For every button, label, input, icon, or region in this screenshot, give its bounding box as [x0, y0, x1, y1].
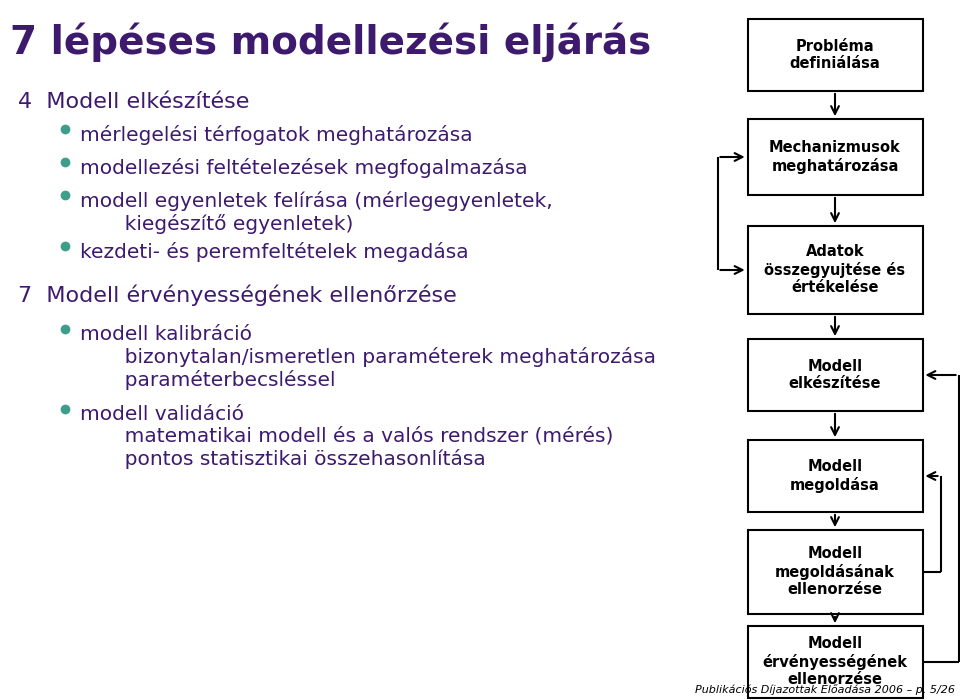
FancyBboxPatch shape	[748, 440, 923, 512]
Text: Mechanizmusok
meghatározása: Mechanizmusok meghatározása	[769, 140, 900, 174]
FancyBboxPatch shape	[748, 530, 923, 614]
Text: 7 lépéses modellezési eljárás: 7 lépéses modellezési eljárás	[10, 22, 651, 62]
FancyBboxPatch shape	[748, 339, 923, 411]
Text: Publikációs Díjazottak Előadása 2006 – p. 5/26: Publikációs Díjazottak Előadása 2006 – p…	[695, 684, 955, 695]
Text: kezdeti- és peremfeltételek megadása: kezdeti- és peremfeltételek megadása	[80, 242, 468, 262]
Text: Modell
megoldása: Modell megoldása	[790, 459, 880, 493]
Text: Modell
elkészítése: Modell elkészítése	[789, 359, 881, 391]
Text: 7  Modell érvényességének ellenőrzése: 7 Modell érvényességének ellenőrzése	[18, 285, 457, 307]
Text: modell validáció
       matematikai modell és a valós rendszer (mérés)
       po: modell validáció matematikai modell és a…	[80, 405, 613, 469]
Text: modellezési feltételezések megfogalmazása: modellezési feltételezések megfogalmazás…	[80, 158, 528, 178]
Text: mérlegelési térfogatok meghatározása: mérlegelési térfogatok meghatározása	[80, 125, 472, 145]
Text: Adatok
összegyujtése és
értékelése: Adatok összegyujtése és értékelése	[764, 244, 905, 295]
FancyBboxPatch shape	[748, 119, 923, 195]
FancyBboxPatch shape	[748, 626, 923, 698]
FancyBboxPatch shape	[748, 19, 923, 91]
Text: modell egyenletek felírása (mérlegegyenletek,
       kiegészítő egyenletek): modell egyenletek felírása (mérlegegyenl…	[80, 191, 553, 235]
Text: Modell
érvényességének
ellenorzése: Modell érvényességének ellenorzése	[762, 636, 907, 687]
Text: Probléma
definiálása: Probléma definiálása	[790, 38, 880, 71]
Text: modell kalibráció
       bizonytalan/ismeretlen paraméterek meghatározása
      : modell kalibráció bizonytalan/ismeretlen…	[80, 325, 656, 391]
Text: Modell
megoldásának
ellenorzése: Modell megoldásának ellenorzése	[775, 547, 895, 598]
FancyBboxPatch shape	[748, 226, 923, 314]
Text: 4  Modell elkészítése: 4 Modell elkészítése	[18, 92, 250, 112]
